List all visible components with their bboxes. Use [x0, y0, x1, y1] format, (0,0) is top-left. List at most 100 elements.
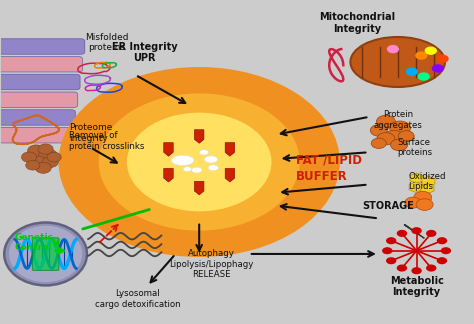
Circle shape	[432, 64, 444, 73]
Circle shape	[426, 230, 437, 237]
FancyBboxPatch shape	[0, 92, 78, 108]
Ellipse shape	[204, 156, 218, 163]
Ellipse shape	[9, 226, 82, 282]
Polygon shape	[225, 168, 235, 182]
Circle shape	[35, 162, 51, 173]
Text: Surface
proteins: Surface proteins	[398, 138, 433, 157]
Ellipse shape	[108, 156, 126, 168]
Circle shape	[437, 54, 449, 63]
Circle shape	[376, 115, 395, 128]
Ellipse shape	[115, 179, 133, 191]
Circle shape	[38, 149, 57, 162]
Ellipse shape	[245, 114, 264, 126]
Circle shape	[397, 264, 407, 272]
Ellipse shape	[164, 102, 183, 114]
Ellipse shape	[99, 93, 300, 231]
Ellipse shape	[199, 212, 217, 224]
Circle shape	[42, 156, 58, 168]
Ellipse shape	[4, 223, 87, 285]
Ellipse shape	[271, 144, 289, 157]
Ellipse shape	[271, 167, 289, 180]
Circle shape	[391, 139, 408, 151]
Text: STORAGE: STORAGE	[362, 201, 414, 211]
Polygon shape	[410, 173, 423, 183]
Circle shape	[38, 144, 53, 154]
Ellipse shape	[115, 133, 133, 145]
Ellipse shape	[257, 189, 275, 202]
Circle shape	[437, 257, 447, 264]
Ellipse shape	[127, 113, 272, 211]
Text: Oxidized
Lipids: Oxidized Lipids	[408, 172, 446, 191]
Circle shape	[370, 124, 387, 136]
Text: Metabolic
Integrity: Metabolic Integrity	[390, 275, 444, 297]
Circle shape	[441, 247, 451, 254]
Ellipse shape	[183, 167, 191, 171]
Circle shape	[426, 264, 437, 272]
Ellipse shape	[148, 107, 167, 119]
Polygon shape	[409, 182, 422, 192]
Circle shape	[386, 237, 396, 244]
FancyBboxPatch shape	[0, 127, 73, 143]
FancyBboxPatch shape	[0, 39, 85, 54]
Polygon shape	[194, 130, 204, 143]
Ellipse shape	[199, 100, 217, 112]
Circle shape	[411, 227, 422, 234]
Circle shape	[390, 121, 410, 135]
Circle shape	[416, 199, 433, 210]
Text: ER Integrity
UPR: ER Integrity UPR	[112, 41, 178, 63]
Ellipse shape	[208, 165, 219, 171]
Ellipse shape	[148, 205, 167, 217]
Circle shape	[387, 45, 399, 53]
Circle shape	[386, 257, 396, 264]
Polygon shape	[164, 168, 173, 182]
Text: Lysosomal
cargo detoxification: Lysosomal cargo detoxification	[95, 289, 181, 309]
Circle shape	[382, 247, 392, 254]
Ellipse shape	[181, 100, 200, 112]
Ellipse shape	[350, 37, 445, 87]
FancyBboxPatch shape	[32, 238, 59, 271]
Circle shape	[405, 197, 421, 208]
Ellipse shape	[109, 167, 128, 180]
Ellipse shape	[135, 114, 153, 126]
Ellipse shape	[266, 179, 284, 191]
Text: Removal of
protein crosslinks: Removal of protein crosslinks	[69, 131, 145, 151]
Ellipse shape	[199, 150, 209, 155]
Circle shape	[26, 160, 40, 170]
Ellipse shape	[231, 107, 250, 119]
Text: Proteome
integrity: Proteome integrity	[69, 123, 113, 143]
Polygon shape	[421, 183, 434, 194]
Circle shape	[415, 51, 428, 60]
Circle shape	[414, 191, 432, 203]
Circle shape	[371, 138, 386, 148]
Ellipse shape	[181, 212, 200, 224]
Ellipse shape	[191, 167, 202, 173]
Circle shape	[397, 230, 407, 237]
Text: FAT /LIPID
BUFFER: FAT /LIPID BUFFER	[296, 154, 362, 183]
Polygon shape	[225, 143, 235, 156]
Circle shape	[398, 131, 414, 142]
Circle shape	[30, 156, 47, 168]
Circle shape	[27, 145, 45, 156]
Ellipse shape	[257, 122, 275, 135]
Circle shape	[384, 130, 403, 143]
Ellipse shape	[266, 133, 284, 145]
Ellipse shape	[231, 205, 250, 217]
Ellipse shape	[123, 189, 141, 202]
Text: Autophagy
Lipolysis/Lipophagy
RELEASE: Autophagy Lipolysis/Lipophagy RELEASE	[169, 249, 253, 279]
Ellipse shape	[215, 210, 234, 222]
Circle shape	[21, 152, 36, 162]
Ellipse shape	[215, 102, 234, 114]
Circle shape	[411, 267, 422, 274]
Ellipse shape	[59, 67, 340, 257]
Circle shape	[377, 133, 395, 145]
Polygon shape	[422, 176, 435, 187]
Ellipse shape	[245, 198, 264, 210]
Ellipse shape	[164, 210, 183, 222]
Polygon shape	[194, 181, 204, 195]
Ellipse shape	[135, 198, 153, 210]
Circle shape	[437, 237, 447, 244]
Ellipse shape	[123, 122, 141, 135]
Circle shape	[47, 152, 61, 162]
Circle shape	[425, 47, 437, 55]
Text: Misfolded
proteins: Misfolded proteins	[85, 33, 129, 52]
